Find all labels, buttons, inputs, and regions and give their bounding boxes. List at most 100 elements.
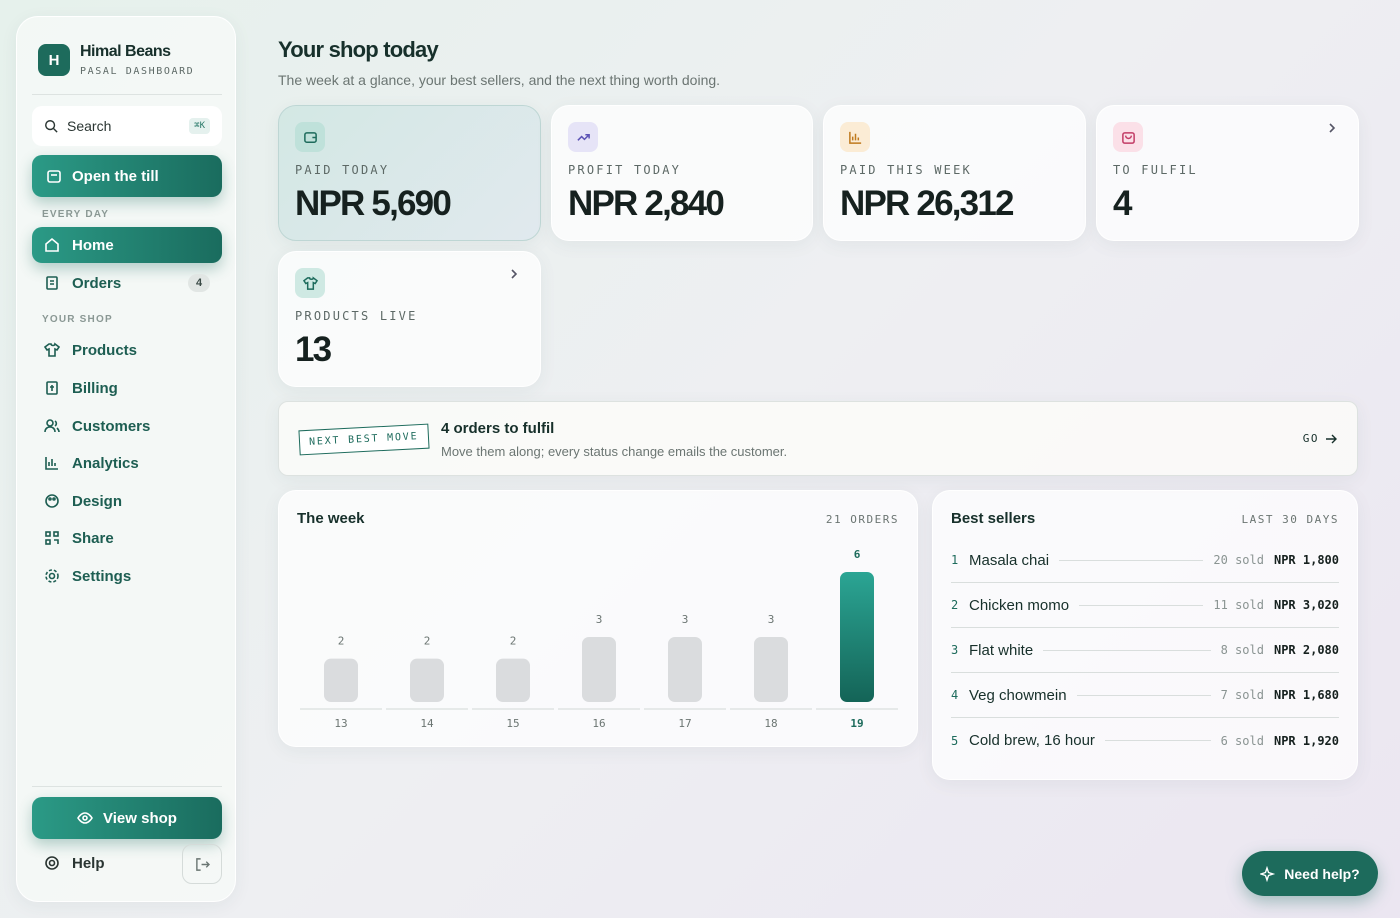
- day-label: 14: [420, 717, 434, 730]
- move-text: Move them along; every status change ema…: [441, 444, 788, 459]
- go-link[interactable]: GO: [1303, 432, 1337, 445]
- nav-orders[interactable]: Orders 4: [32, 265, 222, 301]
- nav-settings[interactable]: Settings: [32, 558, 222, 594]
- week-chart: 2 13 2 14 2 15 3 16 3 17 3 18 6 19: [300, 548, 898, 730]
- seller-row: 3 Flat white 8 sold NPR 2,080: [951, 628, 1339, 673]
- best-sellers-period: LAST 30 DAYS: [1241, 513, 1339, 526]
- view-shop-label: View shop: [103, 809, 177, 827]
- day-label: 18: [764, 717, 777, 730]
- day-label: 17: [678, 717, 691, 730]
- stat-value: 13: [295, 330, 332, 369]
- bar: [668, 637, 702, 702]
- page-subtitle: The week at a glance, your best sellers,…: [278, 72, 721, 88]
- revenue: NPR 1,920: [1273, 733, 1339, 748]
- nav-badge: 4: [188, 274, 210, 292]
- nav-label: Billing: [72, 379, 118, 397]
- brand-subtitle: PASAL DASHBOARD: [80, 66, 195, 77]
- day-label: 16: [592, 717, 605, 730]
- rank: 5: [951, 733, 959, 748]
- nav-analytics[interactable]: Analytics: [32, 445, 222, 481]
- week-title: The week: [297, 510, 365, 527]
- stat-card[interactable]: TO FULFIL 4: [1096, 105, 1359, 241]
- product-name: Chicken momo: [969, 596, 1070, 614]
- nav-label: Analytics: [72, 454, 139, 472]
- bar-label: 2: [424, 635, 431, 648]
- stat-value: NPR 26,312: [840, 184, 1014, 223]
- day-label: 13: [334, 717, 347, 730]
- best-sellers-card: Best sellers LAST 30 DAYS 1 Masala chai 20…: [932, 490, 1358, 780]
- stat-value: 4: [1113, 184, 1132, 223]
- nav-design[interactable]: Design: [32, 483, 222, 519]
- sidebar: H Himal Beans PASAL DASHBOARD Search ⌘K …: [16, 16, 236, 902]
- bar: [496, 658, 530, 702]
- bar-label: 2: [510, 635, 517, 648]
- open-till-button[interactable]: Open the till: [32, 155, 222, 197]
- nav-label: Home: [72, 236, 114, 254]
- rank: 2: [951, 598, 959, 612]
- stat-label: PRODUCTS LIVE: [295, 309, 418, 323]
- view-shop-button[interactable]: View shop: [32, 797, 222, 839]
- seller-row: 2 Chicken momo 11 sold NPR 3,020: [951, 583, 1339, 628]
- nav-label: Settings: [72, 567, 132, 585]
- sold: 7 sold: [1220, 688, 1264, 702]
- tag: NEXT BEST MOVE: [298, 423, 430, 456]
- stat-value: NPR 2,840: [568, 184, 725, 223]
- seller-row: 4 Veg chowmein 7 sold NPR 1,680: [951, 673, 1339, 718]
- go-label: GO: [1302, 432, 1319, 445]
- page-title: Your shop today: [278, 37, 439, 62]
- bar-label: 3: [596, 613, 603, 626]
- help-label: Help: [72, 854, 105, 872]
- brand-logo: H: [38, 44, 70, 76]
- stat-card: PROFIT TODAY NPR 2,840: [551, 105, 813, 241]
- sold: 6 sold: [1220, 733, 1264, 748]
- move-title: 4 orders to fulfil: [441, 420, 555, 437]
- seller-row: 1 Masala chai 20 sold NPR 1,800: [951, 538, 1339, 583]
- bar: [410, 658, 444, 702]
- product-name: Cold brew, 16 hour: [969, 732, 1095, 749]
- sold: 11 sold: [1213, 598, 1264, 612]
- nav-label: Customers: [72, 417, 151, 435]
- product-name: Masala chai: [969, 551, 1050, 569]
- bar: [840, 572, 874, 702]
- sold: 8 sold: [1220, 643, 1264, 657]
- seller-row: 5 Cold brew, 16 hour 6 sold NPR 1,920: [951, 718, 1339, 763]
- best-sellers-title: Best sellers: [951, 510, 1036, 527]
- search-shortcut: ⌘K: [189, 118, 210, 134]
- nav-products[interactable]: Products: [32, 332, 222, 368]
- nav-label: Products: [72, 341, 138, 359]
- day-label: 15: [506, 717, 519, 730]
- search[interactable]: Search ⌘K: [32, 106, 222, 146]
- sold: 20 sold: [1213, 553, 1264, 567]
- stat-label: PROFIT TODAY: [568, 163, 682, 177]
- nav-label: Design: [72, 492, 123, 510]
- stat-card: PAID THIS WEEK NPR 26,312: [823, 105, 1086, 241]
- week-card: The week 21 ORDERS 2 13 2 14 2 15 3 16 3 17 3 18 6 19: [278, 490, 918, 747]
- product-name: Flat white: [969, 641, 1034, 659]
- nav-home[interactable]: Home: [32, 227, 222, 263]
- next-best-move[interactable]: NEXT BEST MOVE 4 orders to fulfil Move t…: [278, 401, 1358, 476]
- stat-value: NPR 5,690: [295, 184, 452, 223]
- brand-name: Himal Beans: [80, 43, 171, 60]
- bar: [582, 637, 616, 702]
- revenue: NPR 1,800: [1273, 553, 1339, 567]
- nav-label: Share: [72, 529, 114, 547]
- bar: [324, 658, 358, 702]
- bar-label: 6: [854, 548, 861, 561]
- revenue: NPR 2,080: [1273, 643, 1339, 657]
- bar: [754, 637, 788, 702]
- help-button[interactable]: Need help?: [1242, 851, 1378, 896]
- stat-label: PAID THIS WEEK: [840, 163, 972, 177]
- revenue: NPR 1,680: [1273, 688, 1339, 702]
- stat-card[interactable]: PRODUCTS LIVE 13: [278, 251, 541, 387]
- bar-label: 3: [768, 613, 775, 626]
- logout-button[interactable]: [182, 844, 222, 884]
- help-link[interactable]: Help: [32, 845, 222, 881]
- nav-customers[interactable]: Customers: [32, 408, 222, 444]
- nav-share[interactable]: Share: [32, 520, 222, 556]
- stat-label: PAID TODAY: [295, 163, 390, 177]
- stat-label: TO FULFIL: [1113, 163, 1198, 177]
- nav-billing[interactable]: Billing: [32, 370, 222, 406]
- search-placeholder: Search: [67, 118, 112, 134]
- product-name: Veg chowmein: [969, 686, 1067, 704]
